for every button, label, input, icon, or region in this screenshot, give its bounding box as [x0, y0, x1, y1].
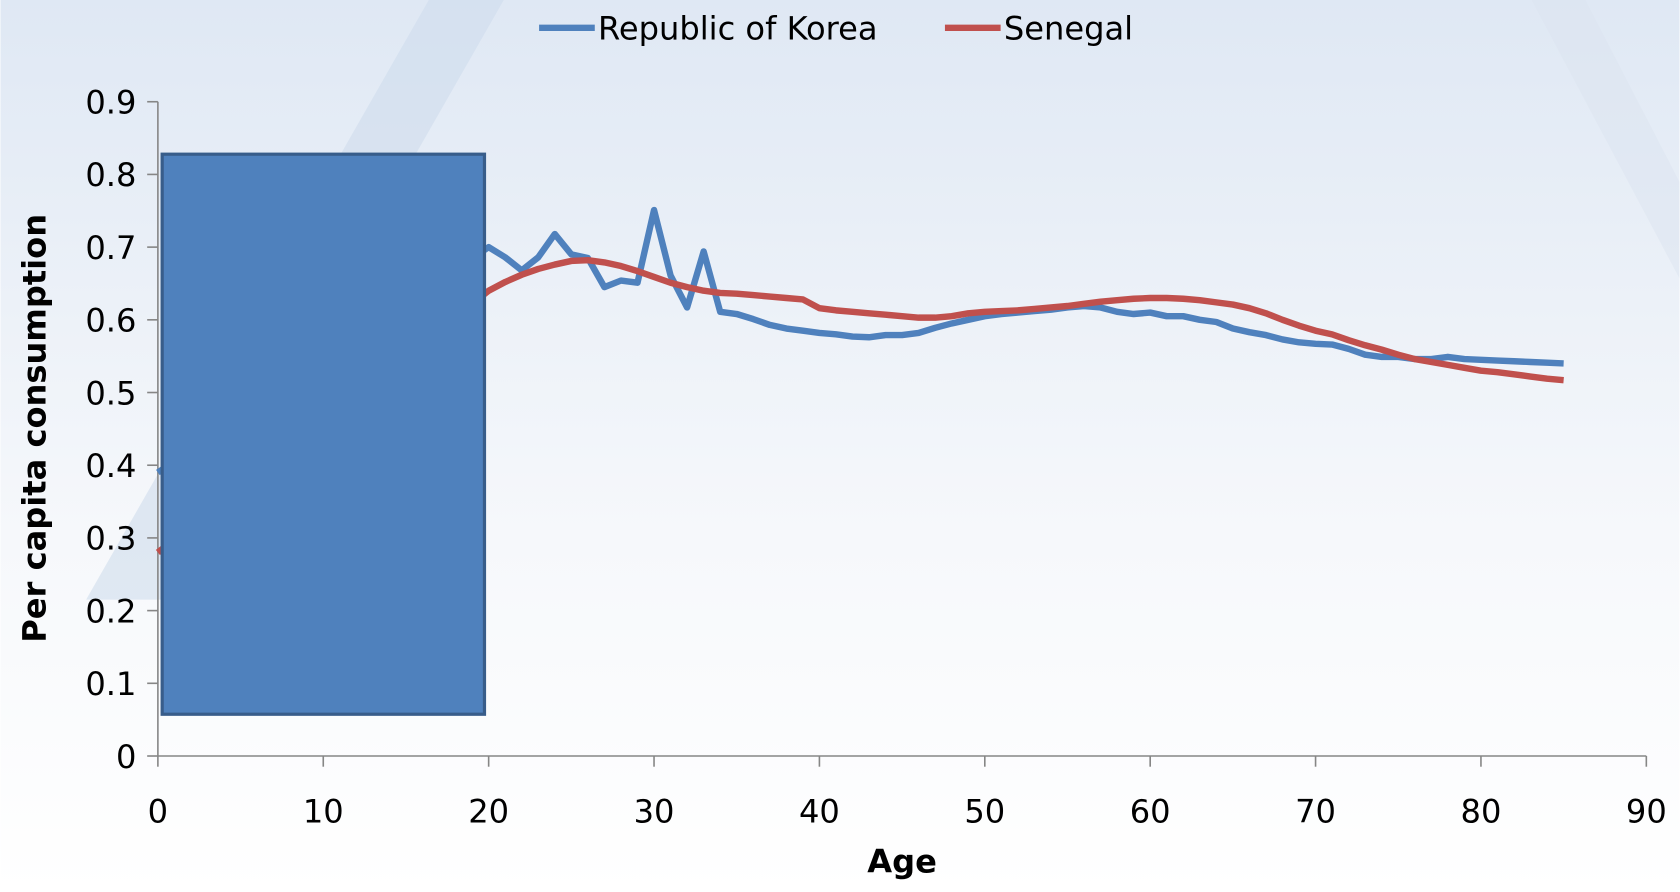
background-stripe [1531, 0, 1680, 279]
x-tick-label: 10 [303, 792, 344, 830]
y-tick-label: 0.6 [85, 302, 136, 340]
legend-label: Republic of Korea [598, 10, 878, 48]
y-tick-label: 0.3 [85, 520, 136, 558]
x-tick-label: 20 [468, 792, 509, 830]
y-tick-label: 0 [116, 738, 136, 776]
x-tick-label: 70 [1295, 792, 1336, 830]
y-tick-label: 0.8 [85, 156, 136, 194]
legend-label: Senegal [1004, 10, 1133, 48]
overlay-box [160, 152, 487, 716]
x-axis-title: Age [867, 843, 937, 881]
legend: Republic of Korea Senegal [539, 10, 1133, 48]
y-tick-label: 0.7 [85, 229, 136, 267]
series-line [155, 256, 1564, 555]
y-axis-title: Per capita consumption [15, 214, 53, 643]
plot-area: 0 0.1 0.2 0.3 0.4 0.5 0.6 0.7 0.8 0.9 0 10 20 30 40 50 6… [85, 84, 1666, 831]
x-tick-label: 50 [964, 792, 1005, 830]
x-tick-label: 40 [799, 792, 840, 830]
x-tick-label: 80 [1461, 792, 1502, 830]
y-tick-label: 0.2 [85, 592, 136, 630]
y-tick-label: 0.5 [85, 374, 136, 412]
x-tick-label: 0 [148, 792, 168, 830]
x-tick-label: 60 [1130, 792, 1171, 830]
x-tick-label: 90 [1626, 792, 1667, 830]
x-tick-label: 30 [634, 792, 675, 830]
y-tick-label: 0.9 [85, 84, 136, 122]
y-tick-label: 0.4 [85, 447, 136, 485]
y-tick-label: 0.1 [85, 665, 136, 703]
